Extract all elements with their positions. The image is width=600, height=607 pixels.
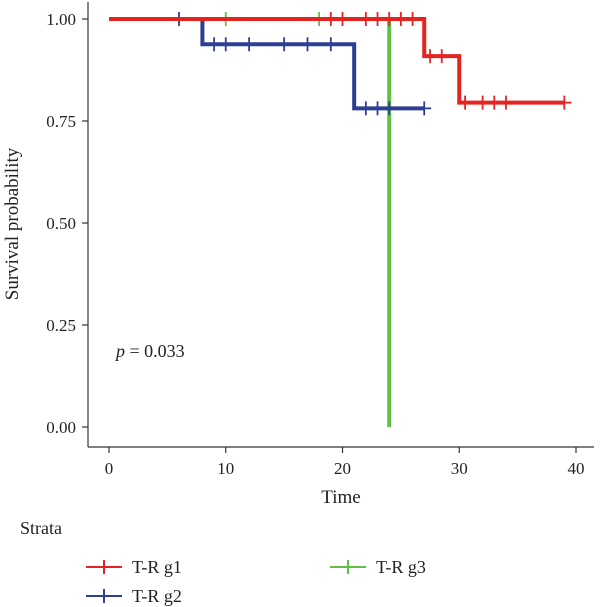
legend-label: T-R g1 bbox=[132, 557, 182, 577]
legend-label: T-R g2 bbox=[132, 586, 182, 606]
legend-item: T-R g2 bbox=[86, 586, 182, 606]
legend-item: T-R g3 bbox=[330, 557, 426, 577]
survival-curve bbox=[109, 17, 565, 105]
legend-label: T-R g3 bbox=[376, 557, 426, 577]
y-tick-label: 0.00 bbox=[46, 418, 76, 437]
series-t-r-g3 bbox=[109, 12, 392, 427]
legend-item: T-R g1 bbox=[86, 557, 182, 577]
ticks: 0 10 20 30 40 0.00 0.25 0.50 0.75 1.00 bbox=[46, 10, 584, 478]
series bbox=[109, 12, 572, 427]
legend-title: Strata bbox=[20, 518, 62, 538]
x-tick-label: 20 bbox=[334, 459, 351, 478]
y-tick-label: 1.00 bbox=[46, 10, 76, 29]
x-tick-label: 30 bbox=[451, 459, 468, 478]
axes bbox=[87, 2, 594, 448]
p-value-annotation: p = 0.033 bbox=[114, 341, 185, 361]
series-t-r-g1 bbox=[109, 12, 572, 110]
y-tick-label: 0.50 bbox=[46, 214, 76, 233]
p-value-symbol: p bbox=[114, 341, 125, 361]
x-tick-label: 0 bbox=[105, 459, 114, 478]
survival-curve bbox=[109, 17, 392, 427]
p-value-text: = 0.033 bbox=[125, 341, 185, 361]
y-tick-label: 0.25 bbox=[46, 316, 76, 335]
x-axis-title: Time bbox=[321, 487, 360, 508]
x-tick-label: 10 bbox=[217, 459, 234, 478]
series-t-r-g2 bbox=[109, 12, 432, 116]
y-tick-label: 0.75 bbox=[46, 112, 76, 131]
legend: Strata T-R g1 T-R g2 T-R g3 bbox=[20, 518, 426, 606]
y-axis-title: Survival probability bbox=[2, 147, 23, 300]
survival-curve bbox=[109, 17, 425, 111]
x-tick-label: 40 bbox=[568, 459, 585, 478]
